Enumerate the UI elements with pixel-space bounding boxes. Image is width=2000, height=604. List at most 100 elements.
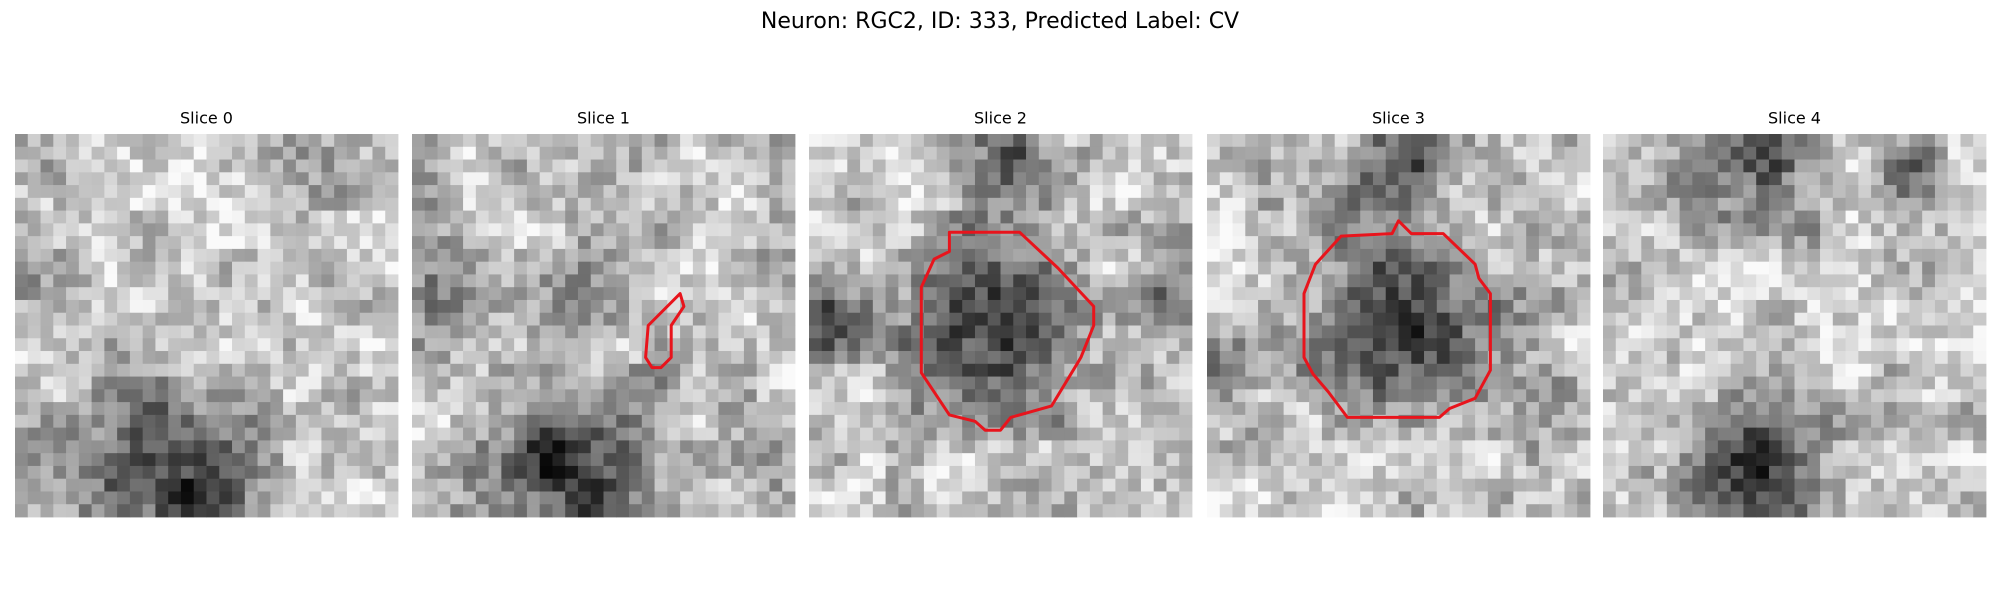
pixel — [1077, 210, 1091, 224]
pixel — [974, 197, 989, 211]
pixel — [847, 210, 861, 224]
pixel — [359, 325, 373, 339]
pixel — [1564, 197, 1578, 211]
pixel — [463, 389, 477, 403]
pixel — [834, 351, 848, 365]
pixel — [1398, 159, 1412, 173]
pixel — [949, 261, 963, 275]
pixel — [1794, 197, 1808, 211]
pixel — [1232, 134, 1246, 148]
pixel — [78, 414, 92, 429]
pixel — [718, 427, 732, 441]
pixel — [847, 389, 861, 403]
pixel — [885, 363, 899, 377]
pixel — [219, 248, 233, 263]
pixel — [782, 440, 796, 454]
pixel — [565, 185, 579, 199]
pixel — [1128, 134, 1142, 148]
pixel — [577, 223, 592, 237]
pixel — [1794, 376, 1808, 390]
pixel — [1051, 197, 1065, 211]
pixel — [782, 465, 796, 480]
pixel — [385, 146, 399, 160]
pixel — [1871, 389, 1885, 403]
pixel — [949, 197, 963, 211]
pixel — [1756, 287, 1770, 301]
pixel — [526, 185, 541, 199]
pixel — [1347, 402, 1361, 416]
pixel — [1845, 351, 1859, 365]
pixel — [385, 427, 399, 441]
pixel — [1347, 197, 1361, 211]
pixel — [463, 325, 477, 339]
pixel — [962, 172, 976, 186]
pixel — [1564, 134, 1578, 148]
pixel — [1089, 376, 1104, 390]
pixel — [488, 274, 502, 288]
pixel — [1628, 134, 1642, 148]
pixel — [1475, 504, 1489, 518]
pixel — [129, 351, 144, 365]
pixel — [1026, 363, 1040, 377]
pixel — [1026, 504, 1040, 518]
pixel — [987, 414, 1001, 429]
pixel — [1615, 172, 1629, 186]
pixel — [1730, 504, 1744, 518]
pixel — [1140, 414, 1155, 429]
pixel — [872, 261, 886, 275]
pixel — [308, 210, 322, 224]
pixel — [129, 427, 144, 441]
pixel — [385, 287, 399, 301]
pixel — [603, 465, 617, 480]
pixel — [705, 453, 719, 467]
pixel — [1743, 274, 1757, 288]
pixel — [1807, 504, 1821, 518]
pixel — [232, 274, 246, 288]
pixel — [168, 146, 182, 160]
pixel — [283, 453, 297, 467]
pixel — [526, 299, 541, 314]
pixel — [1564, 274, 1578, 288]
pixel — [731, 159, 745, 173]
pixel — [1038, 427, 1052, 441]
pixel — [1360, 440, 1374, 454]
pixel — [1140, 274, 1155, 288]
pixel — [923, 465, 938, 480]
pixel — [526, 134, 541, 148]
pixel — [1538, 185, 1553, 199]
pixel — [1089, 236, 1104, 250]
pixel — [129, 197, 144, 211]
pixel — [1934, 376, 1949, 390]
pixel — [809, 491, 823, 505]
pixel — [1526, 185, 1540, 199]
pixel — [1179, 159, 1193, 173]
pixel — [488, 453, 502, 467]
pixel — [1513, 197, 1527, 211]
pixel — [385, 248, 399, 263]
pixel — [1858, 210, 1872, 224]
pixel — [1283, 210, 1297, 224]
pixel — [244, 376, 258, 390]
pixel — [743, 325, 758, 339]
pixel — [1526, 261, 1540, 275]
pixel — [1153, 440, 1167, 454]
pixel — [1372, 287, 1387, 301]
pixel — [1756, 351, 1770, 365]
pixel — [385, 376, 399, 390]
pixel — [1462, 325, 1476, 339]
pixel — [1960, 465, 1974, 480]
pixel — [860, 478, 874, 492]
pixel — [1449, 210, 1463, 224]
pixel — [1922, 363, 1936, 377]
pixel — [1603, 236, 1617, 250]
pixel — [629, 287, 643, 301]
pixel — [488, 261, 502, 275]
pixel — [809, 210, 823, 224]
pixel — [987, 274, 1001, 288]
pixel — [923, 414, 938, 429]
pixel — [1781, 172, 1795, 186]
pixel — [219, 389, 233, 403]
pixel — [1166, 312, 1180, 326]
pixel — [488, 465, 502, 480]
pixel — [1922, 389, 1936, 403]
